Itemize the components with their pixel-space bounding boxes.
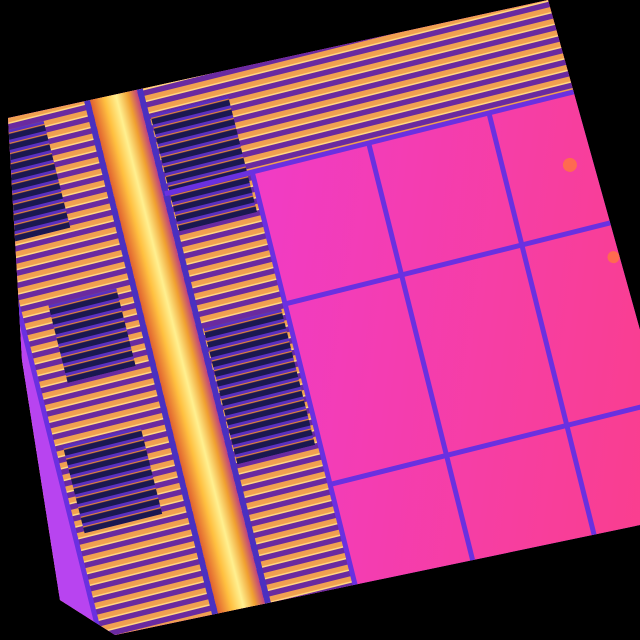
dark-block [203, 309, 316, 465]
dark-block [150, 95, 258, 232]
dark-block [8, 120, 71, 245]
dark-block [62, 426, 163, 534]
hot-spot [562, 157, 577, 172]
dark-block [48, 288, 136, 383]
hot-spot [607, 251, 620, 264]
